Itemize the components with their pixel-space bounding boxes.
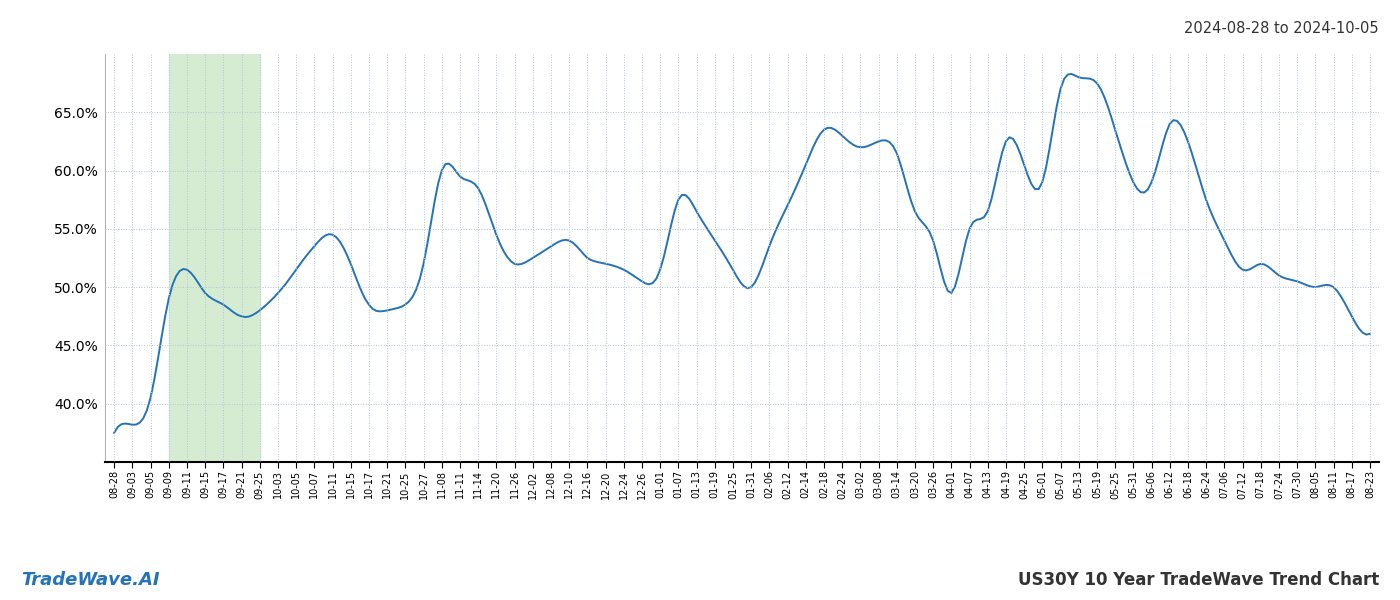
Text: 2024-08-28 to 2024-10-05: 2024-08-28 to 2024-10-05 bbox=[1184, 21, 1379, 36]
Text: TradeWave.AI: TradeWave.AI bbox=[21, 571, 160, 589]
Text: US30Y 10 Year TradeWave Trend Chart: US30Y 10 Year TradeWave Trend Chart bbox=[1018, 571, 1379, 589]
Bar bbox=[168, 54, 260, 462]
